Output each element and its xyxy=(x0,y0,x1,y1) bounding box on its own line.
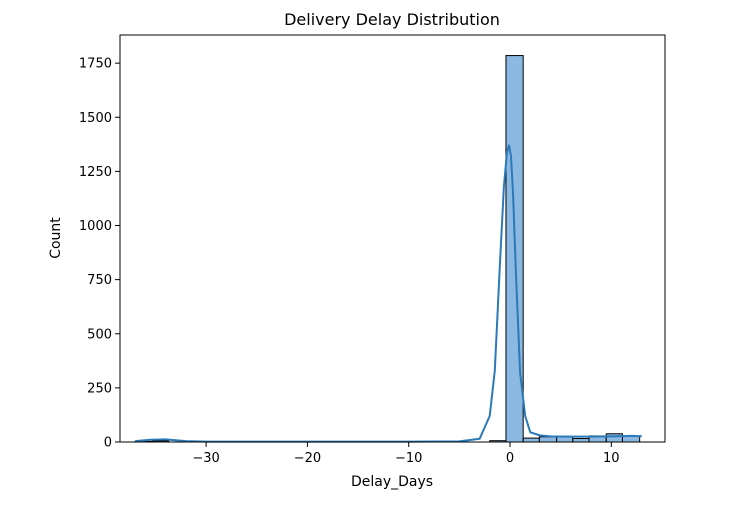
x-tick-label: −10 xyxy=(395,451,422,466)
y-tick-label: 1000 xyxy=(79,219,112,234)
x-tick-label: −30 xyxy=(192,451,219,466)
x-axis-ticks: −30 −20 −10 0 10 xyxy=(192,442,620,466)
y-tick-label: 500 xyxy=(87,327,112,342)
x-tick-label: 0 xyxy=(506,451,514,466)
y-tick-label: 750 xyxy=(87,273,112,288)
chart-title: Delivery Delay Distribution xyxy=(284,10,500,29)
histogram-bar xyxy=(522,437,540,443)
histogram-bar xyxy=(538,436,558,443)
histogram-bar xyxy=(605,433,623,443)
y-axis-ticks: 0 250 500 750 1000 1250 1500 1750 xyxy=(79,57,120,451)
y-tick-label: 250 xyxy=(87,381,112,396)
x-tick-label: 10 xyxy=(603,451,620,466)
y-tick-label: 1250 xyxy=(79,165,112,180)
y-tick-label: 1500 xyxy=(79,111,112,126)
plot-frame xyxy=(119,34,666,443)
kde-line xyxy=(135,144,642,443)
y-tick-label: 1750 xyxy=(79,57,112,72)
y-tick-label: 0 xyxy=(104,436,112,451)
x-axis-label: Delay_Days xyxy=(351,474,433,490)
y-axis-label: Count xyxy=(48,217,64,259)
histogram-bar xyxy=(572,438,590,443)
x-tick-label: −20 xyxy=(294,451,321,466)
kde-curve-group xyxy=(135,144,642,443)
